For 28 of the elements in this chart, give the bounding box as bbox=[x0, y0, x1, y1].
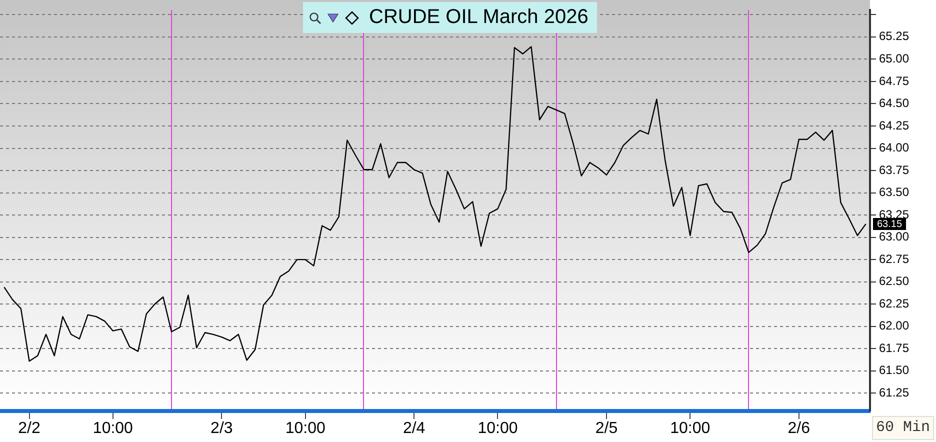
y-tick-label: 64.50 bbox=[879, 96, 910, 110]
chart-title: CRUDE OIL March 2026 bbox=[369, 6, 588, 29]
y-tick-label: 61.75 bbox=[879, 340, 910, 355]
x-tick-label: 2/4 bbox=[402, 420, 426, 438]
y-tick-label: 63.00 bbox=[879, 230, 910, 244]
x-tick-label: 2/3 bbox=[210, 420, 233, 438]
x-tick-label: 10:00 bbox=[670, 420, 710, 438]
y-tick-label: 63.50 bbox=[879, 185, 910, 200]
y-tick-label: 62.75 bbox=[879, 252, 910, 266]
y-tick-label: 61.50 bbox=[879, 363, 910, 378]
y-tick-label: 64.75 bbox=[879, 74, 910, 88]
y-tick-label: 61.25 bbox=[879, 386, 910, 400]
x-tick-label: 10:00 bbox=[285, 420, 326, 438]
y-tick-label: 63.75 bbox=[879, 162, 910, 177]
x-tick-label: 2/2 bbox=[18, 420, 40, 438]
y-tick-label: 62.50 bbox=[879, 274, 910, 288]
x-tick-label: 10:00 bbox=[478, 420, 518, 438]
y-tick-label: 62.00 bbox=[879, 318, 910, 333]
x-tick-label: 2/6 bbox=[788, 420, 810, 438]
y-tick-label: 64.25 bbox=[879, 118, 910, 132]
text: 63.15 bbox=[877, 219, 902, 230]
x-tick-label: 10:00 bbox=[92, 420, 134, 438]
y-tick-label: 64.00 bbox=[879, 140, 910, 155]
y-tick-label: 65.00 bbox=[879, 52, 910, 66]
y-tick-label: 62.25 bbox=[879, 296, 910, 310]
y-tick-label: 65.25 bbox=[879, 29, 910, 44]
x-tick-label: 2/5 bbox=[595, 420, 618, 438]
text: 60 Min bbox=[872, 416, 934, 440]
